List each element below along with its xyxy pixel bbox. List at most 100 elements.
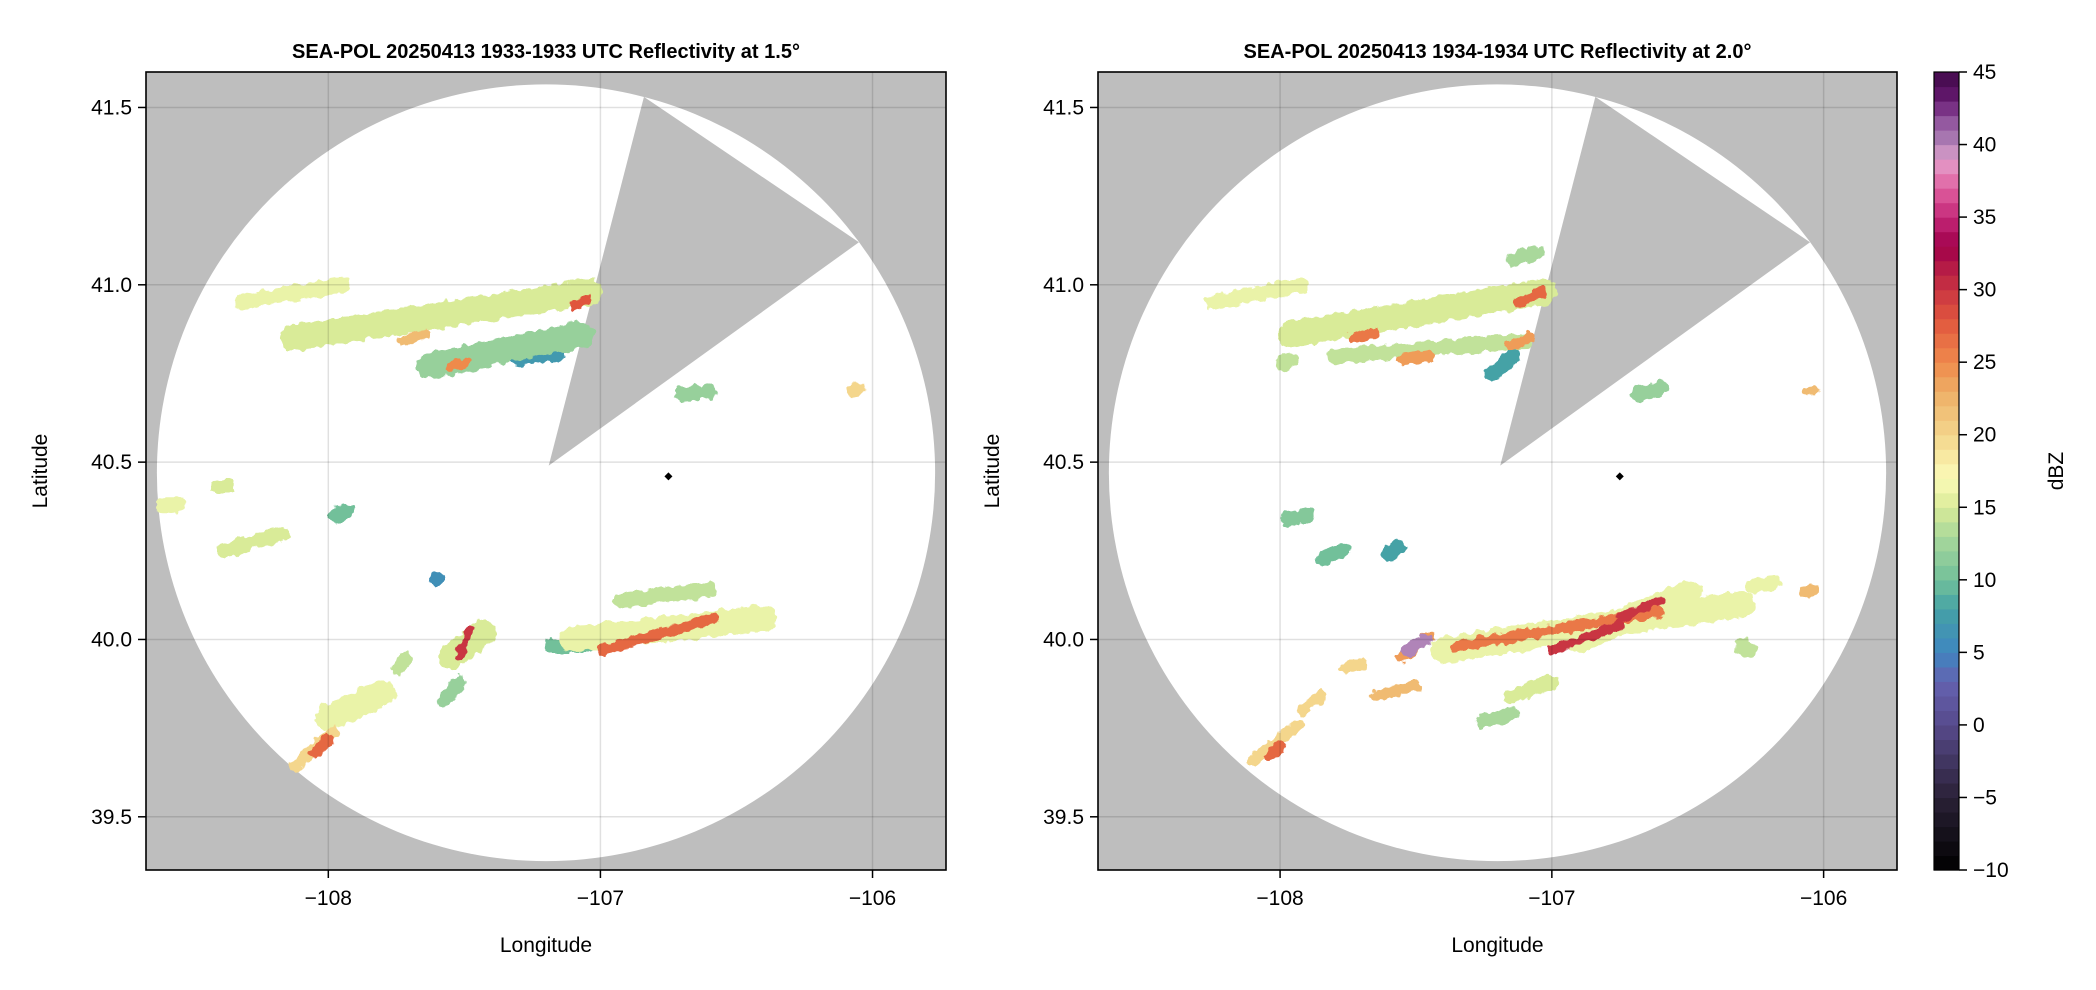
colorbar-band: [1934, 579, 1959, 595]
echo-cell: [1547, 620, 1625, 655]
y-axis-label: Latitude: [29, 434, 52, 509]
colorbar-band: [1934, 405, 1959, 421]
colorbar-tick-label: 20: [1973, 424, 1996, 447]
echo-cell: [1401, 633, 1433, 657]
colorbar-band: [1934, 463, 1959, 479]
echo-cell: [1484, 348, 1522, 381]
echo-cell: [1275, 351, 1299, 371]
colorbar-band: [1934, 681, 1959, 697]
reflectivity-echoes: [154, 277, 868, 773]
radar-coverage-area: [1108, 84, 1887, 862]
colorbar-frame: [1933, 71, 1960, 871]
echo-cell: [845, 382, 868, 397]
colorbar-band: [1934, 72, 1959, 88]
echo-cell: [1734, 639, 1758, 658]
colorbar-band: [1934, 260, 1959, 276]
echo-cell: [614, 582, 717, 608]
colorbar-tick-label: 40: [1973, 134, 1996, 157]
colorbar-band: [1934, 550, 1959, 566]
echo-cell: [328, 504, 355, 523]
axes-frame: [145, 71, 947, 871]
plot-area: [1098, 72, 1897, 870]
axes-frame: [1097, 71, 1898, 871]
echo-cell: [279, 278, 603, 351]
y-tick-label: 40.0: [91, 628, 132, 651]
colorbar-tick-label: −5: [1973, 786, 1997, 809]
colorbar-band: [1934, 188, 1959, 204]
y-tick-label: 41.5: [1043, 96, 1084, 119]
colorbar-band: [1934, 420, 1959, 436]
echo-cell: [1296, 690, 1327, 716]
colorbar-band: [1934, 304, 1959, 320]
colorbar-tick-label: 30: [1973, 279, 1996, 302]
echo-cell: [1339, 658, 1368, 674]
echo-cell: [1316, 543, 1351, 566]
colorbar-band: [1934, 246, 1959, 262]
y-tick-label: 41.5: [91, 96, 132, 119]
echo-cell: [396, 328, 430, 348]
colorbar-band: [1934, 637, 1959, 653]
y-tick-label: 40.5: [1043, 451, 1084, 474]
x-axis-label: Longitude: [1451, 934, 1543, 957]
colorbar-band: [1934, 768, 1959, 784]
echo-cell: [1280, 507, 1315, 527]
colorbar-band: [1934, 202, 1959, 218]
colorbar-band: [1934, 826, 1959, 842]
colorbar-band: [1934, 782, 1959, 799]
echo-cell: [568, 294, 592, 311]
echo-cell: [674, 383, 717, 403]
echo-cell: [1615, 595, 1666, 623]
echo-cell: [1277, 278, 1557, 348]
colorbar-band: [1934, 739, 1959, 755]
colorbar-band: [1934, 507, 1959, 523]
echo-cell: [1799, 584, 1819, 599]
echo-cell: [217, 525, 290, 559]
echo-cell: [1396, 350, 1436, 365]
echo-cell: [597, 612, 721, 656]
colorbar-band: [1934, 173, 1959, 189]
colorbar-band: [1934, 521, 1959, 537]
colorbar-band: [1934, 144, 1959, 160]
y-tick-label: 40.5: [91, 451, 132, 474]
echo-cell: [1204, 277, 1310, 311]
echo-cell: [454, 624, 475, 662]
colorbar-band: [1934, 159, 1959, 175]
colorbar-tick-label: 15: [1973, 496, 1996, 519]
colorbar-band: [1934, 840, 1959, 857]
y-tick-label: 41.0: [1043, 274, 1084, 297]
blocked-sector: [1500, 96, 1811, 466]
radar-panel-1: −108 −107 −106 39.5 40.0 40.5 41.0 41.5 SEA-POL …: [29, 41, 947, 957]
colorbar: 45 40 35 30 25 20 15 10 5 0 −5 −10 dBZ: [1933, 61, 2068, 882]
colorbar-band: [1934, 391, 1959, 407]
echo-cell: [437, 674, 467, 708]
colorbar-band: [1934, 347, 1959, 363]
blocked-sector: [548, 96, 859, 466]
plot-area: [146, 72, 946, 870]
y-axis-label: Latitude: [981, 434, 1004, 509]
echo-cell: [1505, 332, 1536, 351]
x-tick-label: −108: [305, 887, 352, 910]
colorbar-band: [1934, 478, 1959, 494]
site-marker: [1615, 472, 1624, 481]
colorbar-band: [1934, 855, 1959, 871]
colorbar-band: [1934, 695, 1959, 711]
colorbar-band: [1934, 797, 1959, 813]
radar-coverage-area: [156, 84, 936, 862]
echo-cell: [391, 649, 413, 676]
colorbar-band: [1934, 275, 1959, 291]
colorbar-band: [1934, 130, 1959, 146]
colorbar-band: [1934, 492, 1959, 508]
colorbar-band: [1934, 86, 1959, 102]
colorbar-band: [1934, 623, 1959, 639]
colorbar-band: [1934, 449, 1959, 465]
radar-panel-2: −108 −107 −106 39.5 40.0 40.5 41.0 41.5 SEA-POL …: [981, 41, 1898, 957]
colorbar-label: dBZ: [2045, 452, 2068, 491]
colorbar-tick-label: 35: [1973, 206, 1996, 229]
colorbar-band: [1934, 318, 1959, 334]
colorbar-band: [1934, 376, 1959, 392]
colorbar-band: [1934, 724, 1959, 741]
site-marker: [664, 472, 673, 481]
colorbar-band: [1934, 666, 1959, 682]
colorbar-band: [1934, 362, 1959, 378]
colorbar-band: [1934, 811, 1959, 828]
